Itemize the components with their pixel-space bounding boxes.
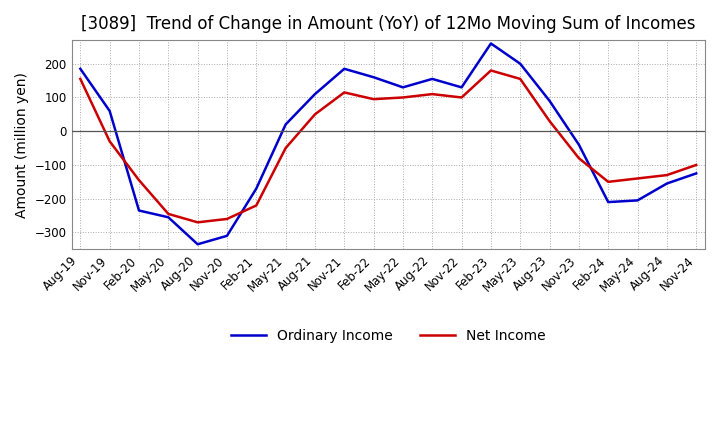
Ordinary Income [369, 75, 378, 80]
Ordinary Income [164, 215, 173, 220]
Net Income [105, 139, 114, 144]
Ordinary Income [194, 242, 202, 247]
Net Income [604, 179, 613, 184]
Ordinary Income [222, 233, 231, 238]
Net Income [310, 112, 319, 117]
Y-axis label: Amount (million yen): Amount (million yen) [15, 72, 29, 218]
Ordinary Income [428, 76, 436, 81]
Net Income [194, 220, 202, 225]
Ordinary Income [487, 41, 495, 46]
Ordinary Income [105, 108, 114, 114]
Net Income [575, 156, 583, 161]
Net Income [282, 146, 290, 151]
Net Income [252, 203, 261, 208]
Ordinary Income [399, 85, 408, 90]
Ordinary Income [604, 199, 613, 205]
Ordinary Income [252, 186, 261, 191]
Net Income [135, 177, 143, 183]
Net Income [487, 68, 495, 73]
Ordinary Income [662, 181, 671, 186]
Net Income [399, 95, 408, 100]
Net Income [340, 90, 348, 95]
Ordinary Income [633, 198, 642, 203]
Net Income [457, 95, 466, 100]
Net Income [428, 92, 436, 97]
Ordinary Income [692, 171, 701, 176]
Net Income [164, 211, 173, 216]
Ordinary Income [310, 92, 319, 97]
Net Income [222, 216, 231, 222]
Net Income [545, 118, 554, 124]
Ordinary Income [516, 61, 525, 66]
Ordinary Income [76, 66, 85, 71]
Ordinary Income [575, 142, 583, 147]
Net Income [692, 162, 701, 168]
Ordinary Income [457, 85, 466, 90]
Net Income [76, 76, 85, 81]
Ordinary Income [135, 208, 143, 213]
Legend: Ordinary Income, Net Income: Ordinary Income, Net Income [225, 323, 552, 348]
Net Income [369, 96, 378, 102]
Net Income [516, 76, 525, 81]
Ordinary Income [545, 98, 554, 103]
Ordinary Income [282, 122, 290, 127]
Net Income [633, 176, 642, 181]
Line: Ordinary Income: Ordinary Income [81, 44, 696, 244]
Ordinary Income [340, 66, 348, 71]
Title: [3089]  Trend of Change in Amount (YoY) of 12Mo Moving Sum of Incomes: [3089] Trend of Change in Amount (YoY) o… [81, 15, 696, 33]
Net Income [662, 172, 671, 178]
Line: Net Income: Net Income [81, 70, 696, 222]
